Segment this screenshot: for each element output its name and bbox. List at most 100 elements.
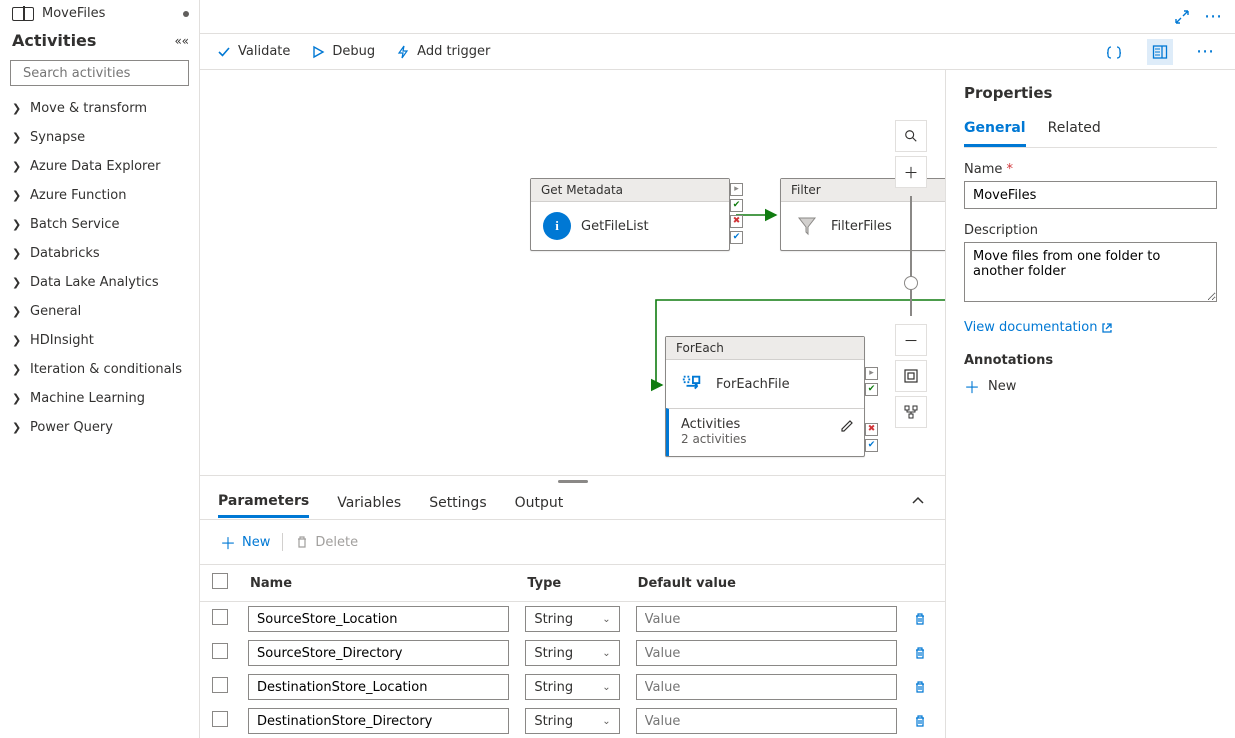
activities-search-input[interactable] [23,66,193,81]
view-documentation-link[interactable]: View documentation [964,320,1113,335]
row-checkbox[interactable] [212,643,228,659]
auto-layout-icon[interactable] [895,396,927,428]
pipeline-canvas[interactable]: Get Metadata i GetFileList ▸✔✖✔ Filter [200,70,945,475]
trash-icon [295,535,309,549]
more-icon[interactable]: ⋯ [1203,6,1225,28]
activity-category-item[interactable]: ❯General [0,297,199,326]
row-checkbox[interactable] [212,609,228,625]
zoom-slider[interactable] [910,196,912,316]
activities-sidebar: MoveFiles Activities « « ❯Move & transfo… [0,0,200,738]
funnel-icon [793,212,821,240]
node-ports[interactable]: ▸✔ [865,367,878,396]
activity-category-item[interactable]: ❯Synapse [0,123,199,152]
add-trigger-button[interactable]: Add trigger [395,44,490,60]
node-get-metadata[interactable]: Get Metadata i GetFileList ▸✔✖✔ [530,178,730,251]
activity-category-item[interactable]: ❯Iteration & conditionals [0,355,199,384]
annotations-label: Annotations [964,353,1217,368]
node-title: FilterFiles [831,219,892,234]
col-name: Name [240,565,517,602]
more-actions-icon[interactable]: ⋯ [1193,39,1219,65]
select-all-checkbox[interactable] [212,573,228,589]
foreach-activities-label: Activities [681,417,852,432]
zoom-out-button[interactable]: － [895,324,927,356]
lightning-icon [395,44,411,60]
unsaved-indicator-icon [183,11,189,17]
tab-related[interactable]: Related [1048,114,1101,147]
name-input[interactable] [964,181,1217,209]
delete-row-button[interactable] [905,636,945,670]
activity-category-item[interactable]: ❯Databricks [0,239,199,268]
pipeline-title: MoveFiles [42,6,175,21]
delete-parameter-button[interactable]: Delete [295,535,358,550]
node-foreach[interactable]: ForEach ForEachFile Activities 2 activit… [665,336,865,457]
activity-category-item[interactable]: ❯Data Lake Analytics [0,268,199,297]
activity-category-item[interactable]: ❯Azure Data Explorer [0,152,199,181]
activity-category-item[interactable]: ❯Batch Service [0,210,199,239]
debug-button[interactable]: Debug [310,44,375,60]
col-value: Default value [628,565,905,602]
activity-category-item[interactable]: ❯Power Query [0,413,199,442]
param-name-input[interactable] [248,708,509,734]
delete-row-button[interactable] [905,670,945,704]
param-type-select[interactable]: String⌄ [525,640,619,666]
pipeline-toolbar: Validate Debug Add trigger ⋯ [200,34,1235,70]
tab-general[interactable]: General [964,114,1026,147]
delete-row-button[interactable] [905,602,945,637]
parameter-row: String⌄ [200,602,945,637]
delete-row-button[interactable] [905,704,945,738]
param-type-select[interactable]: String⌄ [525,674,619,700]
edit-icon[interactable] [840,419,854,433]
activity-category-item[interactable]: ❯Machine Learning [0,384,199,413]
foreach-activities-count: 2 activities [681,432,852,446]
activity-category-item[interactable]: ❯Azure Function [0,181,199,210]
code-view-icon[interactable] [1101,39,1127,65]
properties-panel-icon[interactable] [1147,39,1173,65]
col-type: Type [517,565,627,602]
param-name-input[interactable] [248,674,509,700]
activity-category-item[interactable]: ❯Move & transform [0,94,199,123]
bottom-tab-variables[interactable]: Variables [337,489,401,517]
param-value-input[interactable] [636,606,897,632]
node-ports[interactable]: ✖✔ [865,423,878,452]
checkmark-icon [216,44,232,60]
fit-screen-icon[interactable] [895,360,927,392]
parameter-row: String⌄ [200,636,945,670]
expand-icon[interactable] [1171,6,1193,28]
panel-resize-handle[interactable] [200,476,945,486]
node-type-label: ForEach [666,337,864,360]
external-link-icon [1101,322,1113,334]
activity-category-item[interactable]: ❯HDInsight [0,326,199,355]
description-input[interactable] [964,242,1217,302]
param-name-input[interactable] [248,640,509,666]
new-annotation-button[interactable]: ＋New [964,374,1217,398]
parameter-row: String⌄ [200,670,945,704]
node-type-label: Get Metadata [531,179,729,202]
bottom-tabs: Parameters Variables Settings Output [200,486,945,520]
info-icon: i [543,212,571,240]
search-canvas-icon[interactable] [895,120,927,152]
bottom-panel: Parameters Variables Settings Output ＋New D… [200,475,945,738]
param-type-select[interactable]: String⌄ [525,708,619,734]
param-name-input[interactable] [248,606,509,632]
activities-search[interactable] [10,60,189,86]
bottom-tab-parameters[interactable]: Parameters [218,487,309,518]
zoom-in-button[interactable]: ＋ [895,156,927,188]
row-checkbox[interactable] [212,711,228,727]
collapse-panel-icon[interactable] [911,494,925,508]
new-parameter-button[interactable]: ＋New [220,530,270,554]
zoom-controls: ＋ － [895,120,927,428]
pipeline-icon [12,7,34,21]
node-ports[interactable]: ▸✔✖✔ [730,183,743,244]
description-label: Description [964,223,1217,238]
properties-title: Properties [964,84,1217,102]
collapse-sidebar-icon[interactable]: « « [175,34,188,48]
row-checkbox[interactable] [212,677,228,693]
param-value-input[interactable] [636,640,897,666]
validate-button[interactable]: Validate [216,44,290,60]
bottom-tab-output[interactable]: Output [515,489,564,517]
param-type-select[interactable]: String⌄ [525,606,619,632]
param-value-input[interactable] [636,708,897,734]
name-label: Name * [964,162,1217,177]
param-value-input[interactable] [636,674,897,700]
bottom-tab-settings[interactable]: Settings [429,489,486,517]
